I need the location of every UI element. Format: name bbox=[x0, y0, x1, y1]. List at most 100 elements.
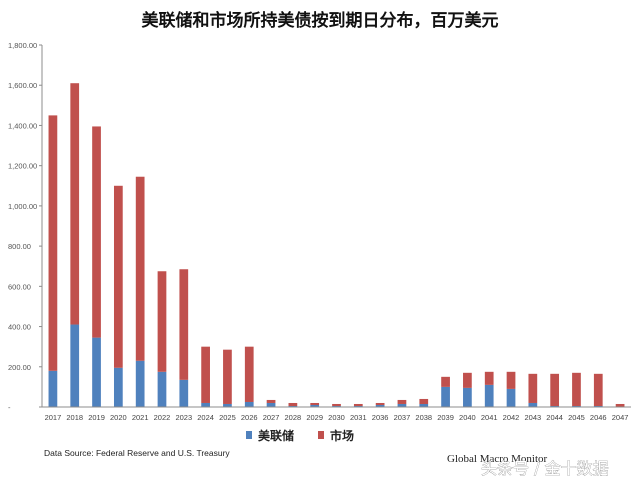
bar-market-2031 bbox=[353, 403, 363, 406]
bar-market-2041 bbox=[484, 371, 494, 385]
bar-fed-2031 bbox=[353, 405, 363, 407]
bar-market-2027 bbox=[266, 399, 276, 403]
bar-fed-2042 bbox=[506, 388, 516, 407]
legend: 美联储 市场 bbox=[246, 428, 354, 443]
bar-fed-2040 bbox=[463, 387, 472, 407]
bar-fed-2018 bbox=[70, 324, 80, 407]
x-axis: 2017 2018 2019 2020 2021 2022 2023 2024 2025 2026… bbox=[42, 406, 631, 422]
bars-group bbox=[48, 83, 625, 407]
bar-market-2044 bbox=[550, 373, 560, 406]
y-tick-label: 1,400.00 bbox=[8, 121, 37, 130]
x-tick-label: 2028 bbox=[285, 413, 302, 422]
x-tick-label: 2029 bbox=[306, 413, 323, 422]
bar-market-2017 bbox=[48, 115, 58, 371]
bar-fed-2039 bbox=[441, 386, 450, 407]
bar-market-2018 bbox=[70, 83, 80, 325]
bar-fed-2019 bbox=[92, 337, 101, 407]
bar-market-2028 bbox=[288, 402, 298, 406]
bar-fed-2024 bbox=[201, 402, 210, 407]
x-tick-label: 2018 bbox=[66, 413, 83, 422]
bar-fed-2045 bbox=[572, 405, 581, 407]
bar-market-2045 bbox=[572, 372, 581, 406]
bar-market-2019 bbox=[92, 126, 101, 338]
x-tick-label: 2041 bbox=[481, 413, 498, 422]
x-tick-label: 2027 bbox=[263, 413, 280, 422]
x-tick-label: 2042 bbox=[503, 413, 520, 422]
x-tick-label: 2038 bbox=[415, 413, 432, 422]
y-tick-label: 1,200.00 bbox=[8, 162, 37, 171]
chart-title: 美联储和市场所持美债按到期日分布，百万美元 bbox=[142, 10, 499, 31]
x-tick-label: 2024 bbox=[197, 413, 214, 422]
bar-market-2020 bbox=[113, 185, 123, 368]
legend-swatch-market bbox=[318, 431, 324, 439]
bar-fed-2037 bbox=[397, 403, 407, 407]
x-tick-label: 2037 bbox=[394, 413, 411, 422]
bar-fed-2022 bbox=[157, 371, 167, 407]
y-tick-label: 200.00 bbox=[8, 363, 31, 372]
bar-fed-2021 bbox=[135, 360, 145, 407]
bar-fed-2028 bbox=[288, 405, 298, 407]
bar-market-2047 bbox=[615, 403, 625, 407]
bar-fed-2036 bbox=[375, 404, 385, 407]
bar-fed-2029 bbox=[310, 404, 320, 407]
bar-market-2023 bbox=[179, 269, 189, 380]
bar-market-2022 bbox=[157, 271, 167, 372]
y-tick-label: 600.00 bbox=[8, 282, 31, 291]
bar-market-2040 bbox=[463, 372, 472, 388]
bar-market-2029 bbox=[310, 402, 320, 405]
legend-swatch-fed bbox=[246, 431, 252, 439]
x-tick-label: 2045 bbox=[568, 413, 585, 422]
bar-fed-2043 bbox=[528, 402, 538, 407]
bar-fed-2026 bbox=[244, 401, 254, 407]
bar-fed-2046 bbox=[593, 405, 603, 407]
bar-market-2037 bbox=[397, 399, 407, 404]
x-tick-label: 2040 bbox=[459, 413, 476, 422]
x-tick-label: 2036 bbox=[372, 413, 389, 422]
x-tick-label: 2021 bbox=[132, 413, 149, 422]
bar-fed-2041 bbox=[484, 384, 494, 407]
y-axis: - 200.00 400.00 600.00 800.00 1,000.00 1,200.0… bbox=[8, 41, 43, 412]
x-tick-label: 2025 bbox=[219, 413, 236, 422]
x-tick-label: 2046 bbox=[590, 413, 607, 422]
legend-label-market: 市场 bbox=[330, 428, 354, 443]
bar-market-2039 bbox=[441, 376, 450, 387]
bar-fed-2017 bbox=[48, 370, 58, 407]
x-tick-label: 2019 bbox=[88, 413, 105, 422]
bar-fed-2027 bbox=[266, 402, 276, 407]
x-tick-label: 2039 bbox=[437, 413, 454, 422]
bar-market-2038 bbox=[419, 398, 429, 404]
bar-fed-2030 bbox=[332, 405, 341, 407]
x-tick-label: 2017 bbox=[45, 413, 62, 422]
credit-text: Global Macro Monitor bbox=[447, 453, 548, 465]
bar-market-2026 bbox=[244, 346, 254, 402]
x-tick-label: 2031 bbox=[350, 413, 367, 422]
y-tick-label: 1,600.00 bbox=[8, 81, 37, 90]
y-tick-label: - bbox=[8, 403, 11, 412]
bar-fed-2020 bbox=[113, 367, 123, 407]
y-tick-label: 800.00 bbox=[8, 242, 31, 251]
data-source-note: Data Source: Federal Reserve and U.S. Tr… bbox=[44, 448, 230, 458]
bar-market-2025 bbox=[223, 349, 232, 404]
bar-market-2043 bbox=[528, 373, 538, 403]
bar-market-2021 bbox=[135, 176, 145, 361]
x-tick-label: 2023 bbox=[175, 413, 192, 422]
y-tick-label: 400.00 bbox=[8, 323, 31, 332]
x-tick-label: 2043 bbox=[524, 413, 541, 422]
x-tick-label: 2047 bbox=[612, 413, 629, 422]
bar-fed-2044 bbox=[550, 405, 560, 407]
x-tick-label: 2044 bbox=[546, 413, 563, 422]
bar-market-2030 bbox=[332, 403, 341, 406]
watermark-text: 头条号 / 金十数据 bbox=[481, 459, 609, 478]
bar-market-2042 bbox=[506, 371, 516, 389]
bar-market-2036 bbox=[375, 402, 385, 405]
bar-market-2024 bbox=[201, 346, 210, 403]
bar-fed-2023 bbox=[179, 379, 189, 407]
x-tick-label: 2030 bbox=[328, 413, 345, 422]
bar-fed-2038 bbox=[419, 403, 429, 407]
y-tick-label: 1,000.00 bbox=[8, 202, 37, 211]
x-tick-label: 2022 bbox=[154, 413, 171, 422]
x-tick-label: 2020 bbox=[110, 413, 127, 422]
x-tick-label: 2026 bbox=[241, 413, 258, 422]
bar-market-2046 bbox=[593, 373, 603, 406]
